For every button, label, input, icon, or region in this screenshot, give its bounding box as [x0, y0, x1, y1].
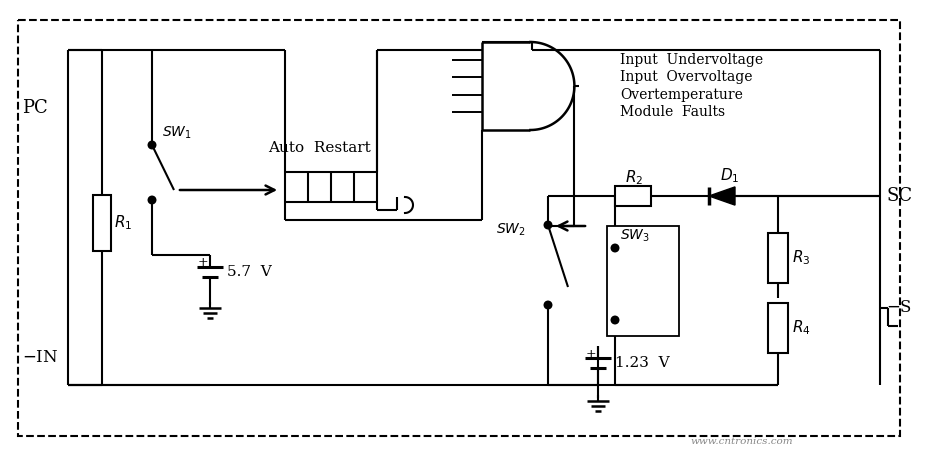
- Circle shape: [611, 245, 619, 252]
- Text: 1.23  V: 1.23 V: [615, 356, 669, 370]
- Text: $SW_3$: $SW_3$: [620, 228, 650, 244]
- Bar: [93, 195, 111, 251]
- Bar: [768, 303, 788, 353]
- Text: $SW_2$: $SW_2$: [496, 222, 526, 238]
- Text: Input  Undervoltage: Input Undervoltage: [620, 53, 763, 67]
- Text: Auto  Restart: Auto Restart: [268, 141, 370, 155]
- Circle shape: [544, 301, 552, 309]
- Text: +: +: [197, 257, 208, 270]
- Text: +: +: [585, 347, 596, 360]
- Bar: [768, 233, 788, 283]
- Text: Overtemperature: Overtemperature: [620, 88, 743, 102]
- Text: $SW_1$: $SW_1$: [162, 125, 192, 141]
- Text: $R_4$: $R_4$: [792, 319, 810, 337]
- Text: $R_3$: $R_3$: [792, 249, 810, 267]
- Circle shape: [148, 142, 156, 148]
- Circle shape: [544, 222, 552, 228]
- Circle shape: [611, 316, 619, 324]
- Text: Input  Overvoltage: Input Overvoltage: [620, 70, 753, 84]
- Text: $D_1$: $D_1$: [720, 167, 740, 185]
- Circle shape: [148, 197, 156, 203]
- Text: PC: PC: [22, 99, 48, 117]
- Text: $-$S: $-$S: [886, 300, 912, 316]
- Text: SC: SC: [886, 187, 912, 205]
- Text: $R_2$: $R_2$: [625, 168, 644, 188]
- Text: $R_1$: $R_1$: [114, 214, 132, 232]
- Bar: [615, 186, 651, 206]
- Polygon shape: [709, 187, 735, 205]
- Bar: [607, 226, 679, 336]
- Text: $-$IN: $-$IN: [22, 350, 58, 366]
- Text: Module  Faults: Module Faults: [620, 105, 725, 119]
- Text: www.cntronics.com: www.cntronics.com: [690, 438, 793, 446]
- Text: 5.7  V: 5.7 V: [227, 265, 271, 279]
